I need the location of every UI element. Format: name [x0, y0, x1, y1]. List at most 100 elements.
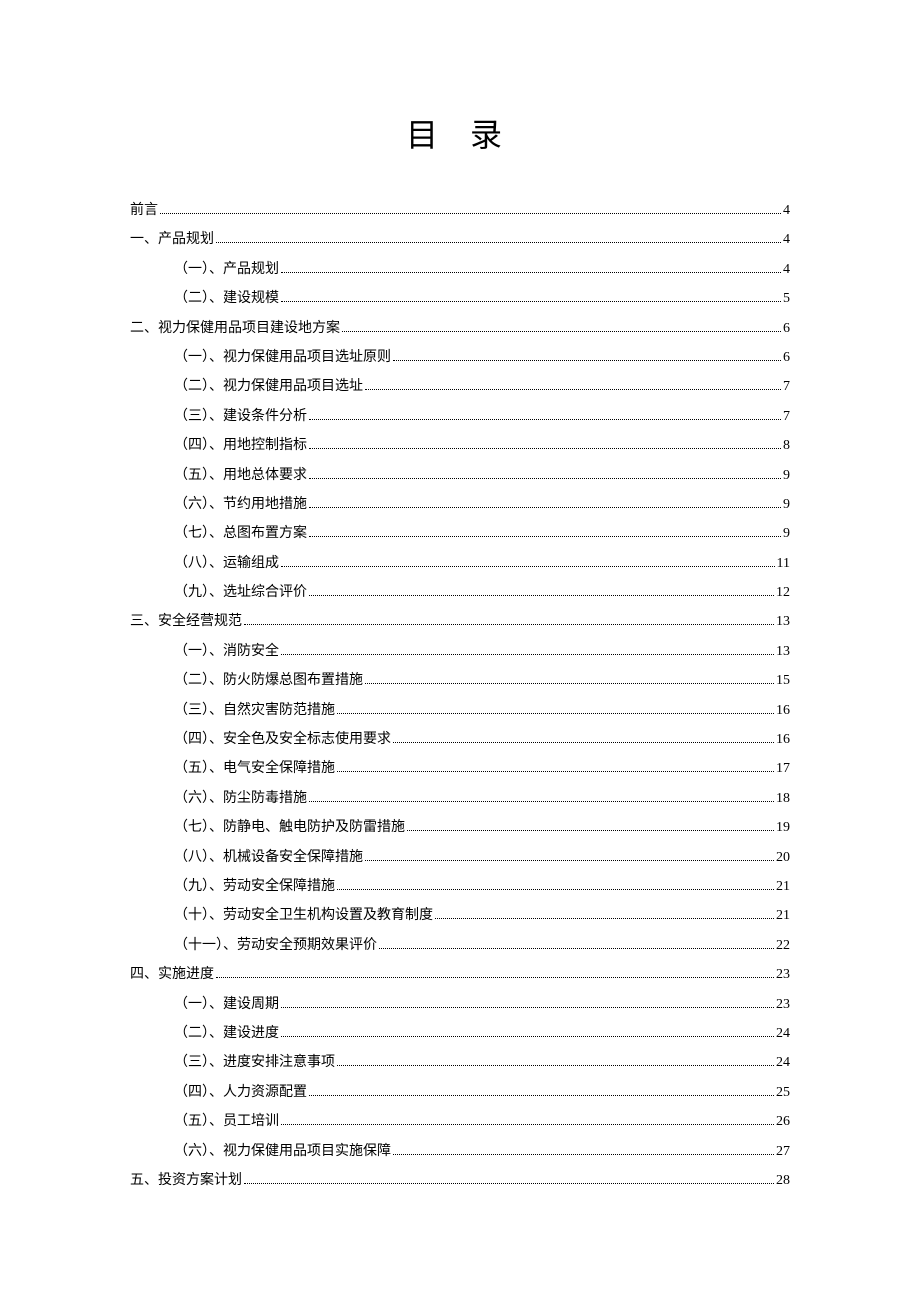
- toc-entry: （六）、防尘防毒措施 18: [130, 784, 790, 813]
- toc-entry-page: 6: [783, 314, 790, 343]
- toc-entry-label: 前言: [130, 196, 158, 225]
- toc-leader-dots: [281, 1036, 774, 1037]
- toc-entry-label: （二）、视力保健用品项目选址: [174, 372, 363, 401]
- toc-leader-dots: [379, 948, 774, 949]
- toc-entry: （五）、用地总体要求 9: [130, 461, 790, 490]
- toc-entry-page: 21: [776, 901, 790, 930]
- toc-entry-label: （十一）、劳动安全预期效果评价: [174, 931, 377, 960]
- toc-entry: 一、产品规划 4: [130, 225, 790, 254]
- toc-entry: （五）、员工培训26: [130, 1107, 790, 1136]
- toc-entry-label: （七）、总图布置方案: [174, 519, 307, 548]
- toc-entry-label: （九）、选址综合评价: [174, 578, 307, 607]
- toc-leader-dots: [216, 242, 781, 243]
- toc-leader-dots: [393, 742, 774, 743]
- toc-entry-page: 24: [776, 1019, 790, 1048]
- toc-leader-dots: [281, 654, 774, 655]
- toc-entry-page: 9: [783, 519, 790, 548]
- toc-entry-label: （三）、自然灾害防范措施: [174, 696, 335, 725]
- toc-entry-label: （八）、机械设备安全保障措施: [174, 843, 363, 872]
- toc-entry: （十一）、劳动安全预期效果评价 22: [130, 931, 790, 960]
- table-of-contents: 前言4一、产品规划4（一）、产品规划4（二）、建设规模5二、视力保健用品项目建设…: [130, 196, 790, 1195]
- toc-entry: （六）、视力保健用品项目实施保障27: [130, 1137, 790, 1166]
- toc-entry: （七）、总图布置方案 9: [130, 519, 790, 548]
- toc-entry-label: （三）、建设条件分析: [174, 402, 307, 431]
- toc-leader-dots: [365, 860, 774, 861]
- page-title: 目 录: [130, 110, 790, 156]
- toc-entry: （二）、视力保健用品项目选址7: [130, 372, 790, 401]
- toc-entry: （八）、运输组成11: [130, 549, 790, 578]
- toc-entry: （一）、产品规划 4: [130, 255, 790, 284]
- toc-entry-page: 24: [776, 1048, 790, 1077]
- toc-entry-label: （十）、劳动安全卫生机构设置及教育制度: [174, 901, 433, 930]
- toc-leader-dots: [393, 1154, 774, 1155]
- toc-entry-label: （二）、防火防爆总图布置措施: [174, 666, 363, 695]
- toc-entry-page: 23: [776, 960, 790, 989]
- toc-entry-label: （一）、消防安全: [174, 637, 279, 666]
- toc-leader-dots: [365, 389, 781, 390]
- toc-entry-page: 9: [783, 461, 790, 490]
- toc-entry-page: 6: [783, 343, 790, 372]
- toc-leader-dots: [281, 1007, 774, 1008]
- toc-entry-page: 25: [776, 1078, 790, 1107]
- toc-entry-label: 四、实施进度: [130, 960, 214, 989]
- toc-leader-dots: [281, 301, 781, 302]
- toc-entry-label: （六）、防尘防毒措施: [174, 784, 307, 813]
- toc-leader-dots: [337, 1065, 774, 1066]
- toc-entry-page: 4: [783, 196, 790, 225]
- toc-entry: （七）、防静电、触电防护及防雷措施 19: [130, 813, 790, 842]
- toc-leader-dots: [337, 713, 774, 714]
- toc-leader-dots: [309, 1095, 774, 1096]
- toc-leader-dots: [309, 801, 774, 802]
- toc-entry-page: 21: [776, 872, 790, 901]
- toc-entry-label: （一）、建设周期: [174, 990, 279, 1019]
- toc-entry-page: 4: [783, 225, 790, 254]
- toc-entry-page: 12: [776, 578, 790, 607]
- toc-entry-page: 22: [776, 931, 790, 960]
- toc-entry-label: （五）、电气安全保障措施: [174, 754, 335, 783]
- toc-entry-page: 20: [776, 843, 790, 872]
- toc-entry-page: 17: [776, 754, 790, 783]
- toc-entry-page: 19: [776, 813, 790, 842]
- toc-leader-dots: [309, 536, 781, 537]
- toc-entry-label: （三）、进度安排注意事项: [174, 1048, 335, 1077]
- toc-entry: （三）、建设条件分析7: [130, 402, 790, 431]
- toc-entry: 三、安全经营规范 13: [130, 607, 790, 636]
- toc-entry-page: 28: [776, 1166, 790, 1195]
- toc-entry-label: （九）、劳动安全保障措施: [174, 872, 335, 901]
- toc-entry-label: （二）、建设规模: [174, 284, 279, 313]
- toc-entry: （一）、建设周期23: [130, 990, 790, 1019]
- toc-entry-label: （二）、建设进度: [174, 1019, 279, 1048]
- toc-entry-label: 一、产品规划: [130, 225, 214, 254]
- toc-entry-label: 三、安全经营规范: [130, 607, 242, 636]
- toc-leader-dots: [365, 683, 774, 684]
- toc-entry: （八）、机械设备安全保障措施 20: [130, 843, 790, 872]
- toc-entry-label: （八）、运输组成: [174, 549, 279, 578]
- toc-entry: 四、实施进度 23: [130, 960, 790, 989]
- toc-entry-label: （七）、防静电、触电防护及防雷措施: [174, 813, 405, 842]
- toc-entry-page: 8: [783, 431, 790, 460]
- toc-entry-label: （四）、人力资源配置: [174, 1078, 307, 1107]
- toc-entry-page: 4: [783, 255, 790, 284]
- toc-entry-label: （四）、安全色及安全标志使用要求: [174, 725, 391, 754]
- toc-leader-dots: [309, 419, 781, 420]
- toc-leader-dots: [309, 507, 781, 508]
- toc-leader-dots: [337, 771, 774, 772]
- toc-entry: 二、视力保健用品项目建设地方案 6: [130, 314, 790, 343]
- toc-entry: （四）、用地控制指标8: [130, 431, 790, 460]
- toc-leader-dots: [337, 889, 774, 890]
- toc-entry-page: 18: [776, 784, 790, 813]
- toc-leader-dots: [281, 272, 781, 273]
- toc-leader-dots: [281, 1124, 774, 1125]
- toc-entry-label: （一）、视力保健用品项目选址原则: [174, 343, 391, 372]
- toc-entry-label: （一）、产品规划: [174, 255, 279, 284]
- toc-entry-label: （五）、用地总体要求: [174, 461, 307, 490]
- toc-entry-page: 13: [776, 607, 790, 636]
- toc-entry-label: 二、视力保健用品项目建设地方案: [130, 314, 340, 343]
- toc-entry-page: 16: [776, 696, 790, 725]
- toc-entry-label: （六）、视力保健用品项目实施保障: [174, 1137, 391, 1166]
- toc-leader-dots: [244, 624, 774, 625]
- toc-leader-dots: [407, 830, 774, 831]
- toc-entry-label: （六）、节约用地措施: [174, 490, 307, 519]
- toc-entry: （一）、消防安全13: [130, 637, 790, 666]
- toc-entry: （九）、劳动安全保障措施 21: [130, 872, 790, 901]
